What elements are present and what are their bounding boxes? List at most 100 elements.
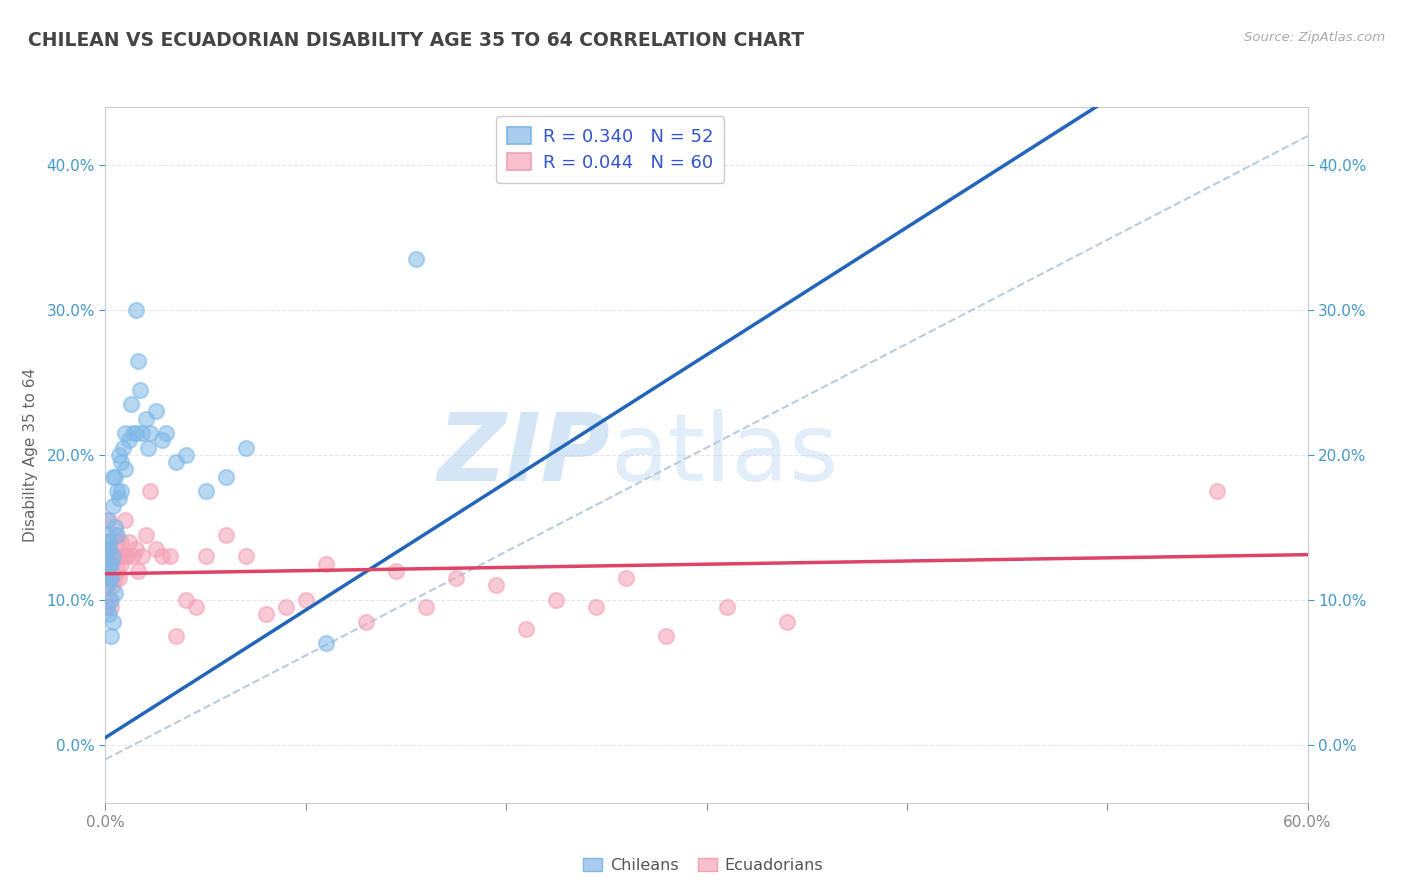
Point	[124, 426, 146, 441]
Point	[776, 615, 799, 629]
Point	[107, 484, 129, 499]
Point	[100, 600, 122, 615]
Point	[96, 527, 118, 541]
Point	[114, 549, 136, 564]
Point	[315, 557, 337, 571]
Point	[136, 441, 159, 455]
Point	[96, 564, 118, 578]
Point	[96, 600, 118, 615]
Point	[585, 600, 607, 615]
Point	[354, 615, 377, 629]
Point	[124, 303, 146, 318]
Point	[107, 564, 129, 578]
Point	[104, 527, 127, 541]
Point	[104, 520, 127, 534]
Point	[122, 549, 145, 564]
Point	[98, 542, 121, 557]
Point	[104, 549, 127, 564]
Point	[138, 426, 160, 441]
Point	[110, 534, 132, 549]
Point	[96, 578, 118, 592]
Point	[98, 607, 121, 622]
Point	[385, 564, 408, 578]
Point	[96, 600, 118, 615]
Point	[108, 571, 131, 585]
Point	[184, 600, 207, 615]
Point	[131, 426, 153, 441]
Point	[98, 534, 121, 549]
Point	[107, 534, 129, 549]
Point	[174, 448, 197, 462]
Point	[103, 549, 125, 564]
Point	[103, 615, 125, 629]
Point	[315, 636, 337, 650]
Point	[194, 484, 217, 499]
Point	[98, 564, 121, 578]
Point	[96, 534, 118, 549]
Point	[546, 592, 568, 607]
Point	[100, 629, 122, 643]
Point	[444, 571, 467, 585]
Point	[96, 513, 118, 527]
Point	[135, 527, 157, 541]
Point	[274, 600, 297, 615]
Text: atlas: atlas	[610, 409, 838, 501]
Point	[100, 549, 122, 564]
Text: Source: ZipAtlas.com: Source: ZipAtlas.com	[1244, 31, 1385, 45]
Point	[100, 564, 122, 578]
Point	[112, 441, 135, 455]
Point	[118, 434, 141, 448]
Point	[124, 542, 146, 557]
Point	[103, 578, 125, 592]
Point	[96, 542, 118, 557]
Point	[485, 578, 508, 592]
Point	[114, 426, 136, 441]
Point	[405, 252, 427, 267]
Point	[150, 549, 173, 564]
Point	[110, 557, 132, 571]
Point	[295, 592, 318, 607]
Point	[103, 549, 125, 564]
Point	[98, 571, 121, 585]
Point	[214, 469, 236, 483]
Point	[214, 527, 236, 541]
Point	[121, 397, 143, 411]
Point	[114, 462, 136, 476]
Point	[114, 513, 136, 527]
Point	[107, 527, 129, 541]
Point	[145, 404, 167, 418]
Point	[616, 571, 638, 585]
Point	[235, 441, 257, 455]
Point	[112, 549, 135, 564]
Point	[127, 564, 149, 578]
Point	[174, 592, 197, 607]
Point	[194, 549, 217, 564]
Point	[104, 469, 127, 483]
Point	[716, 600, 738, 615]
Point	[165, 629, 187, 643]
Point	[108, 549, 131, 564]
Point	[138, 484, 160, 499]
Point	[96, 578, 118, 592]
Point	[254, 607, 277, 622]
Point	[118, 534, 141, 549]
Point	[415, 600, 437, 615]
Point	[98, 513, 121, 527]
Point	[98, 542, 121, 557]
Point	[655, 629, 678, 643]
Point	[104, 571, 127, 585]
Point	[110, 484, 132, 499]
Point	[103, 499, 125, 513]
Point	[108, 448, 131, 462]
Point	[135, 411, 157, 425]
Point	[108, 491, 131, 506]
Point	[131, 549, 153, 564]
Point	[110, 455, 132, 469]
Point	[127, 353, 149, 368]
Point	[100, 571, 122, 585]
Point	[96, 549, 118, 564]
Legend: R = 0.340   N = 52, R = 0.044   N = 60: R = 0.340 N = 52, R = 0.044 N = 60	[496, 116, 724, 183]
Point	[128, 383, 150, 397]
Point	[100, 557, 122, 571]
Point	[515, 622, 537, 636]
